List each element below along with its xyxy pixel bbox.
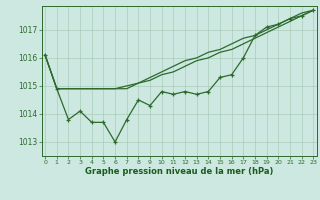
X-axis label: Graphe pression niveau de la mer (hPa): Graphe pression niveau de la mer (hPa) — [85, 167, 273, 176]
